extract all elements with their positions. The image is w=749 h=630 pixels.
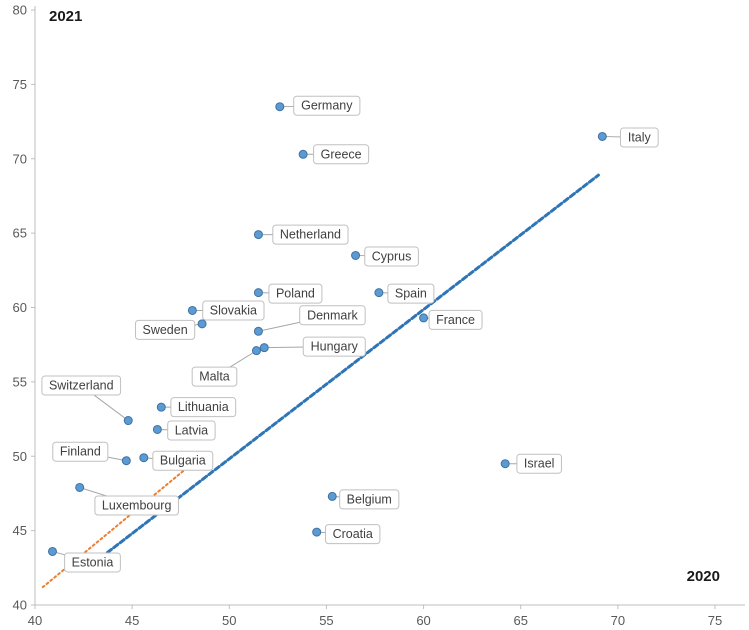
trend-line-blue-dashed bbox=[99, 173, 600, 559]
x-axis-year-label: 2020 bbox=[686, 568, 720, 585]
label-text-latvia: Latvia bbox=[175, 423, 208, 437]
y-tick-label: 70 bbox=[13, 151, 27, 166]
point-spain bbox=[374, 288, 384, 298]
point-belgium bbox=[327, 491, 337, 501]
label-text-croatia: Croatia bbox=[333, 527, 373, 541]
label-box-slovakia bbox=[202, 300, 265, 321]
label-box-bulgaria bbox=[152, 450, 214, 471]
label-box-spain bbox=[387, 283, 435, 304]
label-box-croatia bbox=[325, 524, 381, 545]
label-box-lithuania bbox=[170, 397, 237, 418]
point-croatia bbox=[312, 527, 322, 537]
point-sweden bbox=[197, 319, 207, 329]
label-box-luxembourg bbox=[94, 495, 179, 516]
label-box-israel bbox=[516, 453, 562, 474]
point-denmark bbox=[253, 326, 263, 336]
point-france bbox=[419, 313, 429, 323]
point-malta bbox=[251, 346, 261, 356]
y-tick-label: 65 bbox=[13, 226, 27, 241]
label-text-hungary: Hungary bbox=[311, 340, 359, 354]
x-tick-label: 75 bbox=[708, 613, 722, 628]
label-text-bulgaria: Bulgaria bbox=[160, 454, 206, 468]
x-tick-label: 50 bbox=[222, 613, 236, 628]
label-box-hungary bbox=[302, 336, 366, 357]
x-tick-label: 45 bbox=[125, 613, 139, 628]
label-text-israel: Israel bbox=[524, 457, 555, 471]
point-bulgaria bbox=[139, 453, 149, 463]
label-text-luxembourg: Luxembourg bbox=[102, 498, 172, 512]
label-box-belgium bbox=[339, 489, 400, 510]
label-box-sweden bbox=[134, 319, 196, 340]
point-slovakia bbox=[187, 305, 197, 315]
y-tick-label: 80 bbox=[13, 3, 27, 18]
point-lithuania bbox=[156, 402, 166, 412]
point-netherland bbox=[253, 230, 263, 240]
label-text-france: France bbox=[436, 313, 475, 327]
label-box-malta bbox=[191, 366, 238, 387]
label-text-estonia: Estonia bbox=[72, 555, 114, 569]
label-box-estonia bbox=[64, 552, 121, 573]
y-tick-label: 60 bbox=[13, 300, 27, 315]
label-text-spain: Spain bbox=[395, 287, 427, 301]
x-tick-label: 40 bbox=[28, 613, 42, 628]
point-finland bbox=[121, 456, 131, 466]
label-box-france bbox=[428, 309, 483, 330]
label-box-germany bbox=[293, 95, 361, 116]
y-tick-label: 40 bbox=[13, 598, 27, 613]
label-text-italy: Italy bbox=[628, 130, 652, 144]
point-estonia bbox=[47, 546, 57, 556]
label-text-sweden: Sweden bbox=[142, 323, 187, 337]
point-cyprus bbox=[351, 250, 361, 260]
label-box-greece bbox=[313, 144, 370, 165]
point-israel bbox=[500, 459, 510, 469]
point-italy bbox=[597, 131, 607, 141]
point-poland bbox=[253, 288, 263, 298]
label-text-switzerland: Switzerland bbox=[49, 379, 114, 393]
x-tick-label: 65 bbox=[513, 613, 527, 628]
label-box-switzerland bbox=[41, 375, 122, 396]
y-tick-label: 45 bbox=[13, 523, 27, 538]
label-text-netherland: Netherland bbox=[280, 228, 341, 242]
label-box-poland bbox=[268, 283, 323, 304]
label-text-slovakia: Slovakia bbox=[210, 303, 257, 317]
label-box-cyprus bbox=[364, 246, 419, 267]
label-box-italy bbox=[619, 127, 659, 148]
y-tick-label: 55 bbox=[13, 374, 27, 389]
label-text-belgium: Belgium bbox=[347, 492, 392, 506]
y-axis-year-label: 2021 bbox=[49, 8, 83, 25]
point-germany bbox=[275, 102, 285, 112]
point-switzerland bbox=[123, 416, 133, 426]
label-text-greece: Greece bbox=[321, 147, 362, 161]
point-hungary bbox=[259, 343, 269, 353]
point-latvia bbox=[152, 424, 162, 434]
x-tick-label: 70 bbox=[611, 613, 625, 628]
x-tick-label: 60 bbox=[416, 613, 430, 628]
label-box-netherland bbox=[272, 224, 349, 245]
label-text-cyprus: Cyprus bbox=[372, 249, 412, 263]
label-box-latvia bbox=[167, 420, 216, 441]
y-tick-label: 50 bbox=[13, 449, 27, 464]
point-luxembourg bbox=[75, 482, 85, 492]
label-text-germany: Germany bbox=[301, 99, 353, 113]
label-text-malta: Malta bbox=[199, 370, 230, 384]
label-text-lithuania: Lithuania bbox=[178, 400, 229, 414]
x-tick-label: 55 bbox=[319, 613, 333, 628]
label-text-finland: Finland bbox=[60, 445, 101, 459]
label-box-finland bbox=[52, 441, 109, 462]
label-text-denmark: Denmark bbox=[307, 308, 358, 322]
label-box-denmark bbox=[299, 305, 366, 326]
y-tick-label: 75 bbox=[13, 77, 27, 92]
label-text-poland: Poland bbox=[276, 287, 315, 301]
point-greece bbox=[298, 149, 308, 159]
